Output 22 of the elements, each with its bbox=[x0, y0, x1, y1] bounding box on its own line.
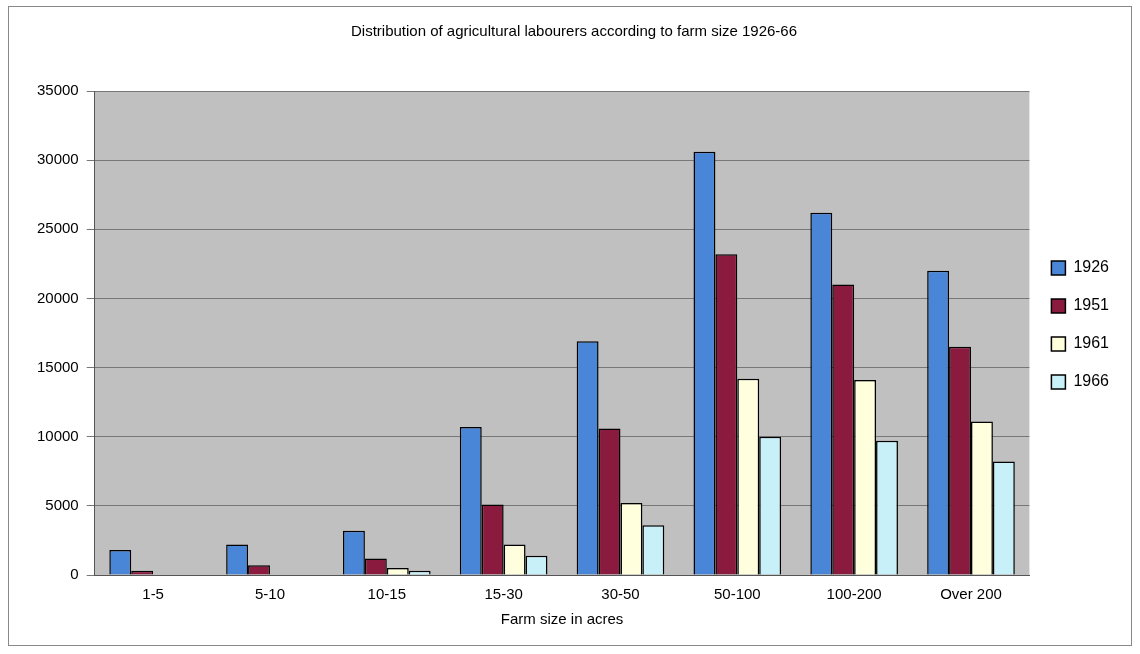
x-tick-label: 50-100 bbox=[713, 585, 761, 603]
legend-label: 1961 bbox=[1073, 334, 1110, 352]
x-tick-label: 15-30 bbox=[484, 585, 523, 603]
legend-label: 1966 bbox=[1073, 372, 1110, 390]
x-tick-label: 10-15 bbox=[367, 585, 406, 603]
y-tick-label: 15000 bbox=[36, 357, 79, 375]
legend-label: 1926 bbox=[1073, 258, 1110, 276]
x-tick-label: Over 200 bbox=[940, 585, 1002, 603]
legend-label: 1951 bbox=[1073, 296, 1110, 314]
y-tick-label: 30000 bbox=[36, 150, 79, 168]
x-tick-label: 30-50 bbox=[601, 585, 640, 603]
y-tick-label: 20000 bbox=[36, 288, 79, 306]
y-tick-label: 25000 bbox=[36, 219, 79, 237]
x-tick-label: 100-200 bbox=[826, 585, 882, 603]
x-tick-label: 5-10 bbox=[254, 585, 285, 603]
x-axis-title: Farm size in acres bbox=[500, 610, 624, 628]
y-tick-label: 10000 bbox=[36, 426, 79, 444]
y-tick-label: 0 bbox=[70, 565, 79, 583]
y-tick-label: 5000 bbox=[45, 496, 79, 513]
y-tick-label: 35000 bbox=[36, 81, 79, 99]
chart-title: Distribution of agricultural labourers according to farm size 1926-66 bbox=[350, 22, 798, 40]
x-tick-label: 1-5 bbox=[142, 585, 164, 603]
